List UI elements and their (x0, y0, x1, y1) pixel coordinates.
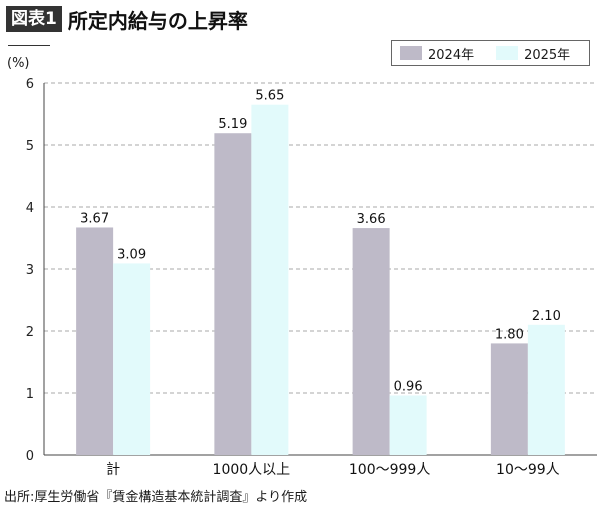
title-rule (8, 45, 50, 46)
legend-label-2025: 2025年 (524, 47, 571, 63)
bar-2025年-3 (527, 324, 565, 455)
data-label-2024年-0: 3.67 (80, 211, 109, 226)
y-tick-label-6: 6 (26, 77, 34, 92)
y-tick-label-2: 2 (26, 325, 34, 340)
data-label-2025年-1: 5.65 (255, 89, 284, 104)
x-tick-label-0: 計 (106, 462, 120, 478)
x-tick-label-3: 10〜99人 (496, 462, 560, 478)
legend-label-2024: 2024年 (428, 47, 475, 63)
y-tick-label-4: 4 (26, 201, 34, 216)
bar-2025年-0 (113, 263, 151, 455)
y-tick-label-5: 5 (26, 139, 34, 154)
x-tick-label-1: 1000人以上 (213, 462, 291, 478)
legend-item-2025: 2025年 (496, 44, 570, 63)
legend-swatch-2025 (496, 46, 519, 60)
data-label-2024年-3: 1.80 (495, 327, 524, 342)
data-label-2025年-2: 0.96 (394, 379, 423, 394)
bar-2024年-0 (76, 227, 114, 455)
data-label-2025年-3: 2.10 (532, 309, 561, 324)
legend-item-2024: 2024年 (400, 44, 474, 63)
chart-header: 図表1 所定内給与の上昇率 (6, 4, 248, 34)
bar-2025年-2 (389, 395, 427, 455)
legend: 2024年 2025年 (391, 40, 590, 66)
bar-2024年-2 (352, 228, 390, 455)
data-label-2024年-1: 5.19 (218, 117, 247, 132)
legend-swatch-2024 (400, 46, 422, 60)
figure-badge: 図表1 (6, 6, 62, 32)
data-label-2024年-2: 3.66 (357, 212, 386, 227)
bar-2025年-1 (251, 104, 289, 455)
bar-2024年-1 (214, 133, 252, 455)
y-unit-label: (%) (7, 56, 30, 71)
bar-2024年-3 (490, 343, 528, 455)
chart-title: 所定内給与の上昇率 (67, 8, 248, 33)
y-tick-label-1: 1 (26, 387, 34, 402)
source-note: 出所:厚生労働省『賃金構造基本統計調査』より作成 (4, 490, 308, 505)
y-tick-label-0: 0 (26, 449, 34, 464)
x-tick-label-2: 100〜999人 (349, 462, 430, 478)
data-label-2025年-0: 3.09 (117, 247, 146, 262)
y-tick-label-3: 3 (26, 263, 34, 278)
